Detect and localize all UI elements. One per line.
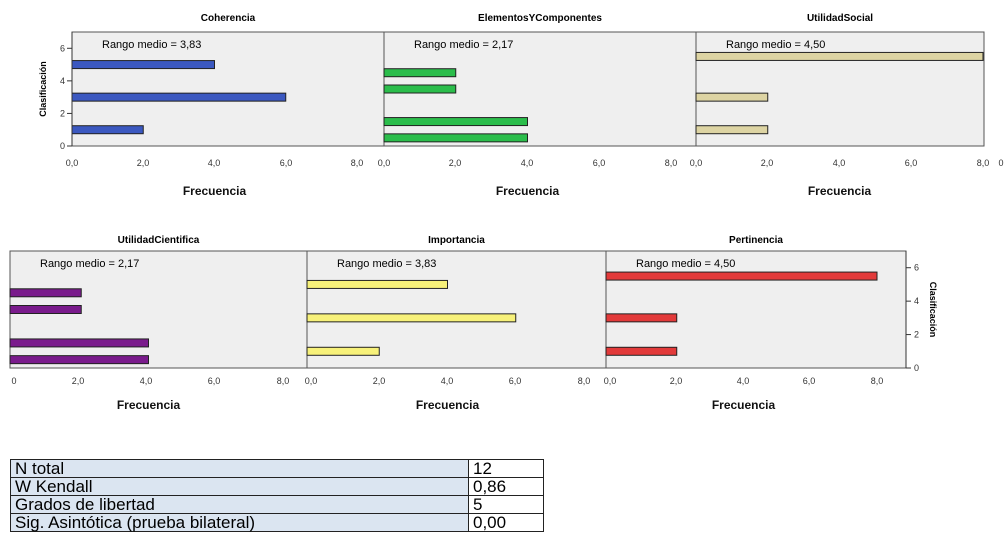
- x-axis-label-importancia: Frecuencia: [416, 398, 480, 412]
- panel-elementosycomponentes-title: ElementosYComponentes: [478, 13, 602, 24]
- bar-utilidadcientifica-2: [9, 338, 149, 348]
- table-row: Grados de libertad 5: [10, 495, 544, 514]
- x-tick-utilidadcientifica-4: 8,0: [277, 376, 290, 386]
- x-tick-coherencia-2: 4,0: [208, 158, 221, 168]
- row-value-n-total: 12: [468, 459, 544, 478]
- y-axis-label-pertinencia: Clasificación: [928, 282, 938, 338]
- panel-importancia-title: Importancia: [428, 235, 485, 246]
- y-tick-coherencia-1: 2: [60, 108, 65, 118]
- y-tick-pertinencia-1: 2: [914, 330, 919, 340]
- bar-utilidadsocial-2: [695, 92, 769, 102]
- x-tick-utilidadsocial-2: 4,0: [833, 158, 846, 168]
- y-tick-pertinencia-0: 0: [914, 363, 919, 373]
- table-row: W Kendall 0,86: [10, 477, 544, 496]
- x-tick-coherencia-4: 8,0: [351, 158, 364, 168]
- panel-coherencia-title: Coherencia: [201, 13, 256, 24]
- x-axis-label-elementosycomponentes: Frecuencia: [496, 184, 560, 198]
- row-label-n-total: N total: [10, 459, 469, 478]
- x-tick-coherencia-3: 6,0: [280, 158, 293, 168]
- bar-utilidadcientifica-4: [9, 288, 82, 298]
- panel-utilidadcientifica-rango-medio: Rango medio = 2,17: [40, 258, 139, 270]
- row-value-grados-libertad: 5: [468, 495, 544, 514]
- bar-utilidadcientifica-3: [9, 305, 82, 314]
- x-tick-utilidadsocial-1: 2,0: [761, 158, 774, 168]
- bar-importancia-3: [306, 279, 448, 289]
- x-tick-importancia-3: 6,0: [509, 376, 522, 386]
- y-tick-coherencia-0: 0: [60, 141, 65, 151]
- y-axis-label-coherencia: Clasificación: [38, 61, 48, 117]
- bar-elementosycomponentes-3: [383, 84, 457, 94]
- bar-utilidadsocial-3: [695, 51, 984, 61]
- y-tick-pertinencia-2: 4: [914, 296, 919, 306]
- panel-pertinencia-rango-medio: Rango medio = 4,50: [636, 258, 735, 270]
- panel-utilidadcientifica-title: UtilidadCientifica: [118, 235, 200, 246]
- bar-elementosycomponentes-4: [383, 68, 457, 78]
- x-tick-utilidadcientifica-2: 4,0: [140, 376, 153, 386]
- row-value-w-kendall: 0,86: [468, 477, 544, 496]
- x-tick-elementosycomponentes-2: 4,0: [521, 158, 534, 168]
- bar-coherencia-1: [71, 125, 144, 135]
- y-tick-coherencia-2: 4: [60, 76, 65, 86]
- x-tick-elementosycomponentes-4: 8,0: [665, 158, 678, 168]
- y-tick-coherencia-3: 6: [60, 43, 65, 53]
- panel-utilidadsocial-rango-medio: Rango medio = 4,50: [726, 39, 825, 51]
- bar-utilidadsocial-1: [695, 125, 769, 135]
- x-axis-label-pertinencia: Frecuencia: [712, 398, 776, 412]
- x-tick-importancia-1: 2,0: [373, 376, 386, 386]
- table-row: N total 12: [10, 459, 544, 478]
- y-tick-pertinencia-3: 6: [914, 263, 919, 273]
- row-label-grados-libertad: Grados de libertad: [10, 495, 469, 514]
- x-tick-utilidadcientifica-0: 0: [11, 376, 16, 386]
- x-tick-importancia-0: 0,0: [305, 376, 318, 386]
- x-tick-top-row-end: 0: [998, 158, 1003, 168]
- bar-pertinencia-2: [605, 313, 678, 323]
- x-tick-utilidadsocial-4: 8,0: [977, 158, 990, 168]
- row-label-sig-asintotica: Sig. Asintótica (prueba bilateral): [10, 513, 469, 532]
- x-tick-elementosycomponentes-3: 6,0: [593, 158, 606, 168]
- row-value-sig-asintotica: 0,00: [468, 513, 544, 532]
- table-row: Sig. Asintótica (prueba bilateral) 0,00: [10, 513, 544, 532]
- x-tick-elementosycomponentes-0: 0,0: [378, 158, 391, 168]
- x-tick-importancia-4: 8,0: [578, 376, 591, 386]
- bar-utilidadcientifica-1: [9, 355, 149, 365]
- x-tick-coherencia-0: 0,0: [66, 158, 79, 168]
- x-tick-utilidadcientifica-1: 2,0: [72, 376, 85, 386]
- x-tick-utilidadsocial-3: 6,0: [905, 158, 918, 168]
- bar-pertinencia-3: [605, 271, 878, 281]
- panel-utilidadsocial-title: UtilidadSocial: [807, 13, 873, 24]
- x-tick-pertinencia-0: 0,0: [604, 376, 617, 386]
- panel-coherencia-rango-medio: Rango medio = 3,83: [102, 39, 201, 51]
- x-tick-elementosycomponentes-1: 2,0: [449, 158, 462, 168]
- bar-importancia-2: [306, 313, 517, 323]
- row-label-w-kendall: W Kendall: [10, 477, 469, 496]
- x-tick-utilidadcientifica-3: 6,0: [208, 376, 221, 386]
- kendall-stats-table: N total 12 W Kendall 0,86 Grados de libe…: [10, 459, 544, 532]
- bar-coherencia-2: [71, 92, 287, 102]
- bar-pertinencia-1: [605, 346, 678, 356]
- panel-importancia-rango-medio: Rango medio = 3,83: [337, 258, 436, 270]
- bar-coherencia-3: [71, 60, 215, 70]
- panel-elementosycomponentes-rango-medio: Rango medio = 2,17: [414, 39, 513, 51]
- x-tick-coherencia-1: 2,0: [137, 158, 150, 168]
- x-tick-pertinencia-1: 2,0: [670, 376, 683, 386]
- bar-elementosycomponentes-1: [383, 133, 528, 143]
- x-tick-pertinencia-2: 4,0: [737, 376, 750, 386]
- x-tick-pertinencia-3: 6,0: [803, 376, 816, 386]
- panel-utilidadcientifica-background: [9, 250, 308, 369]
- bar-importancia-1: [306, 346, 380, 356]
- x-axis-label-coherencia: Frecuencia: [183, 184, 247, 198]
- x-tick-pertinencia-4: 8,0: [871, 376, 884, 386]
- x-tick-utilidadsocial-0: 0,0: [690, 158, 703, 168]
- panel-pertinencia-title: Pertinencia: [729, 235, 783, 246]
- kendall-bar-charts: Coherencia Rango medio = 3,83 0,0 2,0 4,0 6,0…: [9, 13, 1004, 412]
- x-axis-label-utilidadcientifica: Frecuencia: [117, 398, 181, 412]
- x-tick-importancia-2: 4,0: [441, 376, 454, 386]
- x-axis-label-utilidadsocial: Frecuencia: [808, 184, 872, 198]
- bar-elementosycomponentes-2: [383, 117, 528, 127]
